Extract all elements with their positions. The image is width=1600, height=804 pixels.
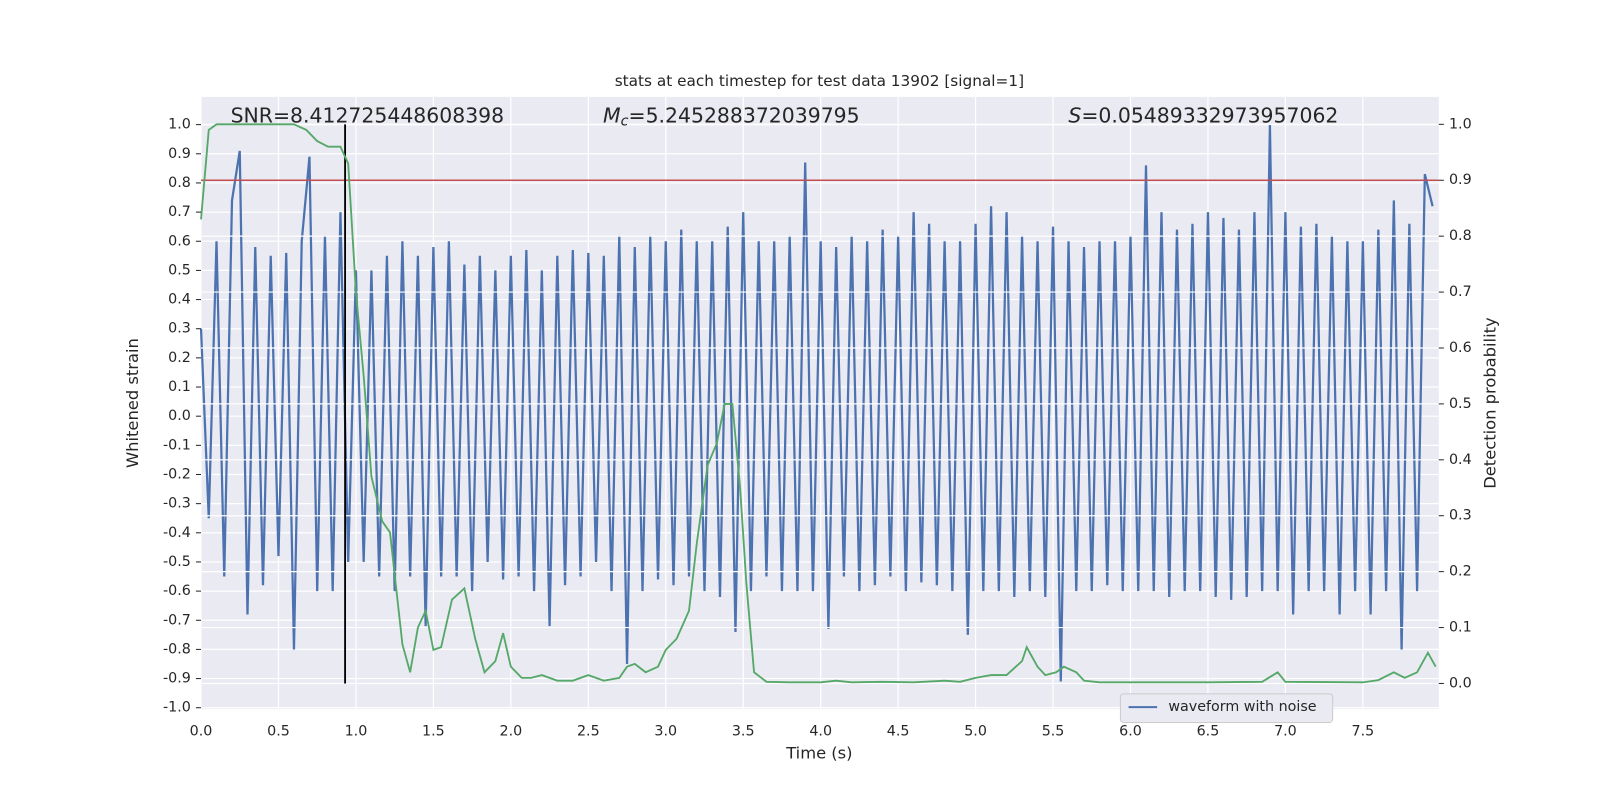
- annotation: SNR=8.412725448608398: [231, 103, 505, 127]
- x-tick-label: 7.5: [1352, 724, 1375, 740]
- y2-tick-label: 0.8: [1449, 228, 1472, 244]
- y-tick-label: 0.4: [168, 292, 191, 308]
- y-tick-label: -1.0: [163, 700, 191, 716]
- annotation-subscript: c: [621, 113, 629, 129]
- y-tick-label: 0.2: [168, 350, 191, 366]
- y-tick-label: -0.7: [163, 612, 191, 628]
- y2-tick-label: 0.9: [1449, 172, 1472, 188]
- waveform-line: [199, 124, 1434, 682]
- y-tick-label: 0.7: [168, 204, 191, 220]
- annotation-value: =5.245288372039795: [628, 103, 859, 127]
- x-tick-label: 1.0: [345, 724, 368, 740]
- x-tick-label: 3.0: [654, 724, 677, 740]
- legend-label: waveform with noise: [1168, 699, 1316, 715]
- y2-tick-label: 0.1: [1449, 620, 1472, 636]
- plot-area: [201, 96, 1439, 710]
- y-tick-label: -0.5: [163, 554, 191, 570]
- y-tick-label: 0.5: [168, 262, 191, 278]
- x-tick-label: 5.0: [964, 724, 987, 740]
- y2-tick-label: 0.5: [1449, 396, 1472, 412]
- x-tick-label: 4.0: [809, 724, 832, 740]
- y2-tick-label: 0.0: [1449, 675, 1472, 691]
- x-tick-label: 5.5: [1042, 724, 1065, 740]
- y-tick-label: 0.9: [168, 146, 191, 162]
- y2-tick-label: 0.3: [1449, 508, 1472, 524]
- x-tick-label: 4.5: [887, 724, 910, 740]
- legend-box: [1119, 693, 1334, 723]
- y-tick-label: -0.1: [163, 437, 191, 453]
- x-tick-label: 0.0: [190, 724, 213, 740]
- annotation: Mc=5.245288372039795: [603, 103, 860, 129]
- y2-tick-label: 1.0: [1449, 116, 1472, 132]
- y-tick-label: -0.4: [163, 525, 191, 541]
- x-tick-label: 6.0: [1119, 724, 1142, 740]
- y-tick-label: 0.1: [168, 379, 191, 395]
- y-tick-label: 0.8: [168, 175, 191, 191]
- y2-tick-label: 0.7: [1449, 284, 1472, 300]
- annotation: S=0.05489332973957062: [1068, 103, 1338, 127]
- x-tick-label: 0.5: [267, 724, 290, 740]
- x-tick-label: 2.0: [500, 724, 523, 740]
- y-tick-label: -0.2: [163, 466, 191, 482]
- plot: [199, 96, 1439, 710]
- y-tick-label: 0.0: [168, 408, 191, 424]
- y2-tick-label: 0.4: [1449, 452, 1472, 468]
- annotation-symbol: M: [603, 103, 621, 127]
- x-tick-label: 2.5: [577, 724, 600, 740]
- y2-tick-label: 0.6: [1449, 340, 1472, 356]
- probability-line: [200, 123, 1437, 684]
- y-tick-label: -0.3: [163, 496, 191, 512]
- annotation-symbol: S: [1068, 103, 1081, 127]
- x-axis-label: Time (s): [785, 744, 852, 763]
- y-tick-label: 1.0: [168, 117, 191, 133]
- y-tick-label: 0.6: [168, 233, 191, 249]
- annotation-value: =0.05489332973957062: [1081, 103, 1338, 127]
- y-tick-label: 0.3: [168, 321, 191, 337]
- y-tick-label: -0.9: [163, 671, 191, 687]
- chart-title: stats at each timestep for test data 139…: [615, 72, 1024, 90]
- x-tick-label: 3.5: [732, 724, 755, 740]
- x-tick-label: 7.0: [1274, 724, 1297, 740]
- y-axis-label: Whitened strain: [123, 338, 142, 468]
- y2-tick-label: 0.2: [1449, 564, 1472, 580]
- y2-axis-label: Detection probability: [1480, 317, 1499, 489]
- y-tick-label: -0.8: [163, 641, 191, 657]
- x-tick-label: 6.5: [1197, 724, 1220, 740]
- y-tick-label: -0.6: [163, 583, 191, 599]
- x-tick-label: 1.5: [422, 724, 445, 740]
